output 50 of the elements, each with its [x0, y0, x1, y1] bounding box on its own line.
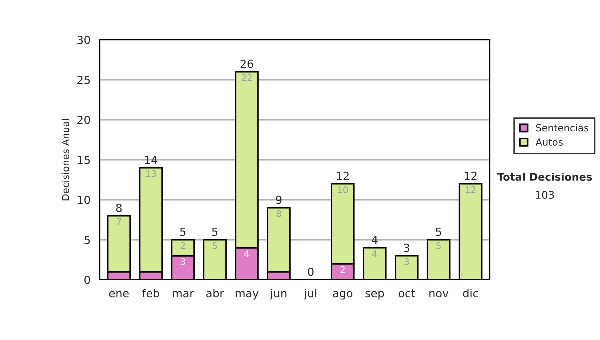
total-label: 12 — [337, 172, 349, 180]
x-tick-label: ago — [333, 291, 353, 300]
x-tick-label: sep — [366, 291, 384, 300]
y-axis-title: Decisiones Anual — [62, 119, 70, 201]
data-label: 4 — [372, 250, 378, 258]
data-label: 22 — [242, 74, 252, 82]
total-label: 14 — [145, 156, 158, 164]
x-tick-label: ene — [109, 291, 129, 298]
total-label: 26 — [240, 60, 254, 68]
total-label: 4 — [372, 236, 378, 244]
y-tick-label: 25 — [78, 76, 90, 84]
data-label: 3 — [180, 258, 186, 266]
x-tick-label: abr — [206, 289, 224, 298]
total-label: 12 — [464, 172, 477, 180]
legend-label: Autos — [536, 138, 563, 146]
total-label: 3 — [404, 244, 410, 252]
data-label: 7 — [117, 218, 122, 226]
y-tick-label: 5 — [84, 236, 90, 244]
total-label: 5 — [212, 228, 218, 236]
total-label: 8 — [116, 204, 122, 212]
total-label: 5 — [180, 228, 186, 236]
total-label: 9 — [276, 196, 282, 204]
data-label: 3 — [404, 258, 410, 266]
legend-label: Sentencias — [536, 124, 589, 132]
x-tick-label: mar — [173, 291, 194, 298]
total-label: 5 — [436, 228, 442, 236]
total-label: 0 — [308, 268, 314, 276]
text: 103 — [536, 191, 554, 200]
x-tick-label: oct — [398, 290, 416, 298]
data-label: 8 — [276, 210, 282, 218]
data-label: 5 — [212, 242, 218, 250]
y-tick-label: 20 — [78, 116, 90, 124]
x-tick-label: feb — [142, 289, 160, 298]
x-tick-label: jun — [270, 289, 287, 300]
data-label: 12 — [466, 186, 476, 194]
x-tick-label: dic — [463, 289, 478, 298]
data-label: 2 — [180, 242, 186, 250]
y-tick-label: 0 — [84, 276, 90, 284]
x-tick-label: nov — [430, 291, 449, 298]
y-tick-label: 15 — [78, 156, 90, 164]
y-tick-label: 30 — [78, 36, 90, 44]
x-tick-label: jul — [304, 289, 317, 300]
data-label: 13 — [146, 170, 156, 178]
y-tick-label: 10 — [78, 196, 90, 204]
x-tick-label: may — [236, 291, 259, 300]
data-label: 5 — [436, 242, 441, 250]
data-label: 10 — [338, 186, 348, 194]
data-label: 2 — [340, 266, 345, 274]
text: Total Decisiones — [497, 172, 592, 182]
data-label: 4 — [244, 250, 250, 258]
